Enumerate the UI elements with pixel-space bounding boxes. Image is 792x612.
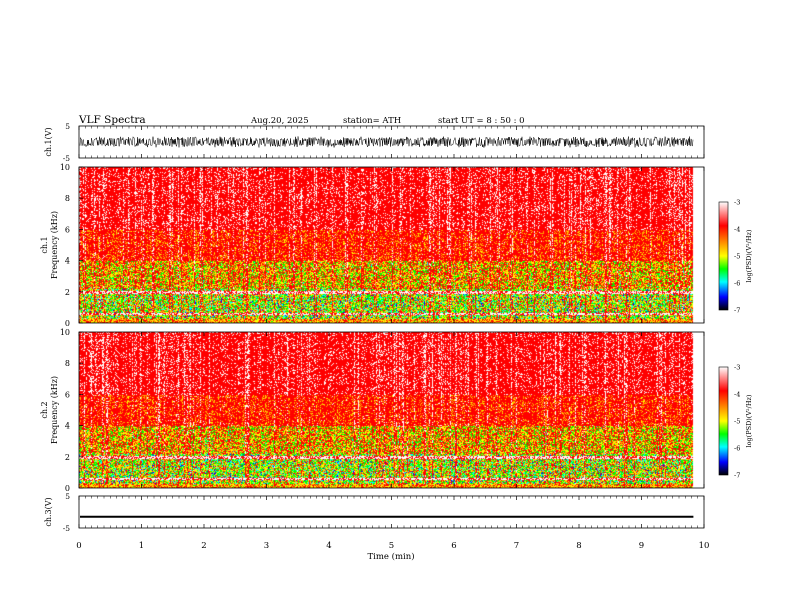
ch3-waveform-panel: 5 -5 ch.3(V) xyxy=(44,492,705,533)
ch2-spectrogram-image-wrap xyxy=(79,332,704,488)
ch1-spectrogram-image-wrap xyxy=(79,167,704,323)
ch1-spectrogram-ytick-6: 6 xyxy=(65,225,70,234)
time-ticklabel-3: 3 xyxy=(264,541,269,551)
ch2-spectrogram-channel-label: ch.2 xyxy=(40,401,49,418)
start-time-label: start UT = 8 : 50 : 0 xyxy=(438,116,525,126)
ch1-spectrogram-ylabel: Frequency (kHz) xyxy=(50,211,59,279)
ch2-spectrogram-ytick-10: 10 xyxy=(60,328,70,337)
ch1-waveform-ylabel: ch.1(V) xyxy=(44,127,53,156)
ch2-spectrogram-ytick-4: 4 xyxy=(65,422,70,431)
ch2-colorbar-label: log(PSD)(V²/Hz) xyxy=(745,394,753,447)
ch1-colorbar-tick--3: -3 xyxy=(734,199,740,207)
ch1-spectrogram-ytick-10: 10 xyxy=(60,163,70,172)
ch2-spectrogram-panel: 0 2 4 6 8 10 ch.2 Frequency (kHz) xyxy=(40,328,705,493)
ch1-colorbar-gradient xyxy=(718,201,729,311)
ch3-ytick-top: 5 xyxy=(65,492,70,501)
ch3-waveform-frame xyxy=(78,495,705,529)
time-axis-title: Time (min) xyxy=(367,551,414,562)
time-ticklabel-5: 5 xyxy=(389,541,394,551)
ch1-colorbar-tick--6: -6 xyxy=(734,280,740,288)
station-label: station= ATH xyxy=(343,116,401,126)
ch3-ytick-bottom: -5 xyxy=(63,524,71,533)
time-ticklabel-2: 2 xyxy=(201,541,206,551)
ch1-ytick-bottom: -5 xyxy=(63,154,71,163)
ch1-colorbar-label: log(PSD)(V²/Hz) xyxy=(745,229,753,282)
ch1-spectrogram-panel: 0 2 4 6 8 10 ch.1 Frequency (kHz) xyxy=(40,163,705,328)
ch1-waveform-line xyxy=(79,135,694,149)
ch2-spectrogram-ytick-2: 2 xyxy=(65,453,70,462)
ch2-colorbar: -3 -4 -5 -6 -7 log(PSD)(V²/Hz) xyxy=(718,364,753,480)
ch2-colorbar-gradient xyxy=(718,366,729,476)
figure-title: VLF Spectra xyxy=(78,114,146,126)
time-axis-ticks xyxy=(78,126,705,528)
ch2-spectrogram-ytick-8: 8 xyxy=(65,359,70,368)
ch2-colorbar-tick--5: -5 xyxy=(734,418,740,426)
ch3-waveform-ylabel: ch.3(V) xyxy=(44,497,53,526)
time-ticklabel-4: 4 xyxy=(326,541,331,551)
ch1-spectrogram-ytick-8: 8 xyxy=(65,194,70,203)
time-axis-labels: 0 1 2 3 4 5 6 7 8 9 10 xyxy=(76,541,709,551)
ch1-spectrogram-heatmap xyxy=(79,167,704,323)
ch1-spectrogram-channel-label: ch.1 xyxy=(40,236,49,253)
ch1-ytick-top: 5 xyxy=(65,122,70,131)
ch1-spectrogram-ytick-0: 0 xyxy=(65,319,70,328)
ch2-colorbar-tick--6: -6 xyxy=(734,445,740,453)
time-ticklabel-10: 10 xyxy=(699,541,710,551)
ch2-spectrogram-heatmap xyxy=(79,332,704,488)
ch1-colorbar-tick--4: -4 xyxy=(734,226,740,234)
time-ticklabel-7: 7 xyxy=(514,541,519,551)
ch2-colorbar-tick--4: -4 xyxy=(734,391,740,399)
ch1-colorbar: -3 -4 -5 -6 -7 log(PSD)(V²/Hz) xyxy=(718,199,753,315)
ch2-colorbar-tick--7: -7 xyxy=(734,472,740,480)
ch1-colorbar-tick--7: -7 xyxy=(734,307,740,315)
ch1-colorbar-tick--5: -5 xyxy=(734,253,740,261)
time-ticklabel-0: 0 xyxy=(76,541,81,551)
ch1-spectrogram-ytick-2: 2 xyxy=(65,288,70,297)
ch2-spectrogram-ylabel: Frequency (kHz) xyxy=(50,376,59,444)
time-ticklabel-8: 8 xyxy=(576,541,581,551)
ch1-waveform-panel: 5 -5 ch.1(V) xyxy=(44,122,705,163)
ch2-spectrogram-ytick-6: 6 xyxy=(65,390,70,399)
time-ticklabel-9: 9 xyxy=(639,541,644,551)
time-ticklabel-6: 6 xyxy=(451,541,456,551)
ch2-spectrogram-ytick-0: 0 xyxy=(65,484,70,493)
ch2-colorbar-tick--3: -3 xyxy=(734,364,740,372)
time-ticklabel-1: 1 xyxy=(139,541,144,551)
ch1-spectrogram-ytick-4: 4 xyxy=(65,257,70,266)
date-label: Aug.20, 2025 xyxy=(250,116,309,126)
